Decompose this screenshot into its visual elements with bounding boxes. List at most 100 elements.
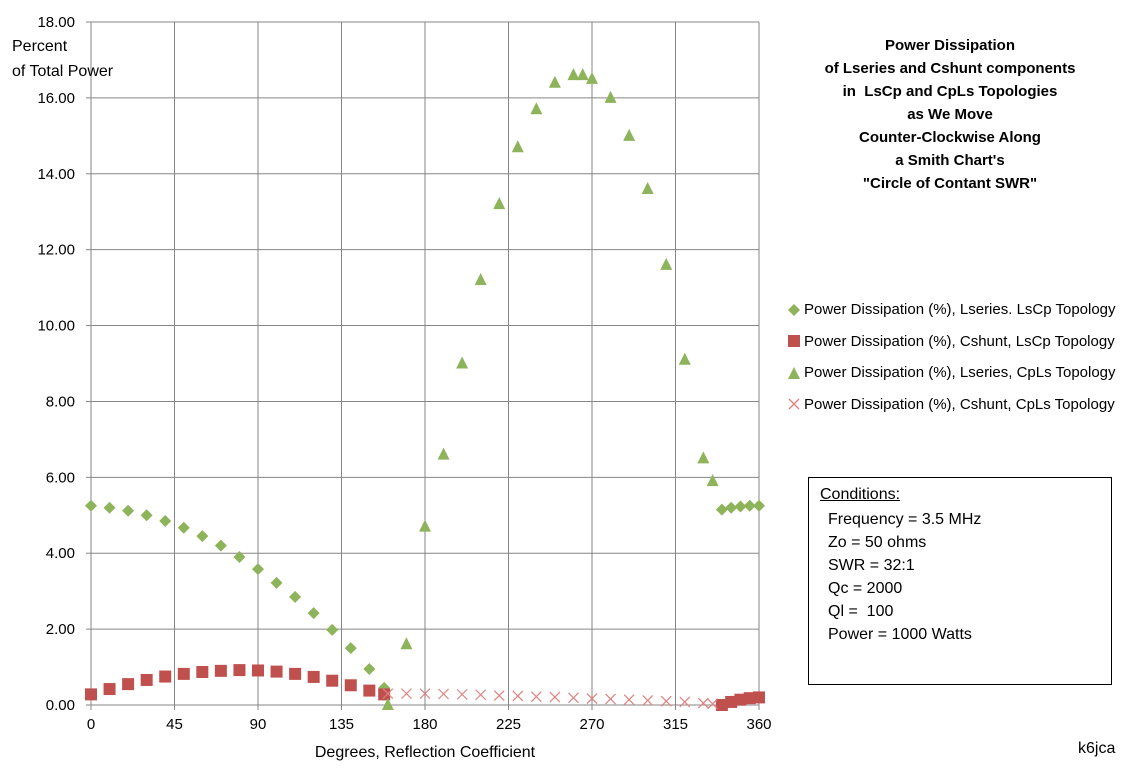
condition-swr: SWR = 32:1 xyxy=(828,557,915,574)
x-stroke xyxy=(475,689,487,701)
data-point-square xyxy=(233,664,246,677)
x-stroke xyxy=(419,688,431,700)
data-point-square xyxy=(715,699,728,711)
y-tick-label: 18.00 xyxy=(37,14,75,31)
x-tick-label: 135 xyxy=(329,716,354,733)
data-point-x xyxy=(679,696,691,708)
legend-entry-lseries-lscp: Power Dissipation (%), Lseries. LsCp Top… xyxy=(786,294,1136,326)
data-point-triangle xyxy=(400,637,413,650)
data-point-triangle xyxy=(548,75,561,88)
data-point-diamond xyxy=(214,539,227,552)
legend-label: Power Dissipation (%), Lseries. LsCp Top… xyxy=(804,301,1116,319)
legend-entry-cshunt-cpls: Power Dissipation (%), Cshunt, CpLs Topo… xyxy=(786,389,1136,421)
data-point-triangle xyxy=(706,474,719,487)
data-point-x xyxy=(660,695,672,707)
data-point-square xyxy=(725,695,738,708)
data-point-diamond xyxy=(252,563,264,576)
y-tick-label: 2.00 xyxy=(46,621,75,638)
x-stroke xyxy=(623,694,635,706)
x-tick-label: 360 xyxy=(746,716,771,733)
grid-lines xyxy=(86,21,760,710)
condition-power: Power = 1000 Watts xyxy=(828,626,972,643)
data-point-square xyxy=(103,683,116,696)
x-tick-label: 90 xyxy=(250,716,267,733)
x-stroke xyxy=(438,688,449,700)
data-point-diamond xyxy=(196,530,209,543)
y-tick-label: 4.00 xyxy=(46,545,75,562)
data-point-triangle xyxy=(493,197,506,210)
x-tick-label: 315 xyxy=(663,716,688,733)
data-point-x xyxy=(512,690,524,702)
data-point-diamond xyxy=(363,662,376,675)
data-point-diamond xyxy=(177,521,190,534)
data-point-x xyxy=(456,688,468,700)
data-point-diamond xyxy=(103,501,116,514)
legend-label: Power Dissipation (%), Lseries, CpLs Top… xyxy=(804,364,1116,382)
x-tick-label: 45 xyxy=(166,716,183,733)
data-point-square xyxy=(378,688,391,701)
series-triangle xyxy=(381,68,719,710)
author-watermark: k6jca xyxy=(1078,740,1116,757)
chart-title: Power Dissipation of Lseries and Cshunt … xyxy=(790,34,1110,195)
series-x xyxy=(382,688,719,710)
chart-title-line: of Lseries and Cshunt components xyxy=(824,60,1076,77)
x-axis-title: Degrees, Reflection Coefficient xyxy=(315,744,536,761)
chart-legend: Power Dissipation (%), Lseries. LsCp Top… xyxy=(786,294,1136,420)
data-point-square xyxy=(734,693,747,706)
x-stroke xyxy=(697,697,709,709)
data-point-x xyxy=(605,693,616,705)
data-point-triangle xyxy=(530,102,543,115)
x-stroke xyxy=(382,688,394,700)
y-tick-label: 6.00 xyxy=(46,469,75,486)
data-point-triangle xyxy=(474,273,487,286)
x-stroke xyxy=(586,693,598,704)
chart-title-line: a Smith Chart's xyxy=(895,152,1005,169)
data-point-triangle xyxy=(456,356,469,369)
data-point-diamond xyxy=(725,501,738,514)
data-point-triangle xyxy=(641,181,654,194)
y-tick-label: 10.00 xyxy=(37,318,75,335)
data-point-x xyxy=(568,692,579,704)
condition-frequency: Frequency = 3.5 MHz xyxy=(828,511,982,528)
data-point-diamond xyxy=(270,576,283,589)
x-tick-label: 180 xyxy=(412,716,437,733)
x-stroke xyxy=(660,695,672,707)
data-point-square xyxy=(270,665,283,678)
data-point-x xyxy=(623,694,635,706)
x-stroke xyxy=(568,692,579,704)
data-point-triangle xyxy=(678,352,691,365)
data-point-triangle xyxy=(586,71,598,84)
x-stroke xyxy=(456,688,468,700)
data-point-triangle xyxy=(604,90,617,103)
data-point-triangle xyxy=(576,68,589,81)
data-point-x xyxy=(642,695,654,706)
data-point-square xyxy=(177,667,190,680)
data-point-x xyxy=(438,688,449,700)
chart-title-line: in LsCp and CpLs Topologies xyxy=(842,83,1058,100)
data-point-x xyxy=(493,690,505,701)
data-point-diamond xyxy=(734,500,747,513)
data-point-square xyxy=(252,664,264,677)
tick-labels: 0 45 90 135 180 225 270 315 360 0.00 2.00 4.00 6.00 8… xyxy=(37,14,771,733)
data-point-x xyxy=(419,688,431,700)
data-point-square xyxy=(214,664,227,677)
data-series xyxy=(85,68,765,711)
data-point-diamond xyxy=(140,509,153,522)
diamond-marker-icon xyxy=(786,302,802,318)
legend-label: Power Dissipation (%), Cshunt, LsCp Topo… xyxy=(804,332,1115,350)
data-point-triangle xyxy=(623,128,636,141)
data-point-square xyxy=(85,688,97,701)
x-stroke xyxy=(512,690,524,702)
conditions-box: Conditions: Frequency = 3.5 MHz Zo = 50 … xyxy=(808,477,1112,685)
chart-title-line: Counter-Clockwise Along xyxy=(859,129,1041,146)
condition-ql: Ql = 100 xyxy=(828,603,894,620)
data-point-x xyxy=(549,691,561,703)
x-tick-label: 270 xyxy=(579,716,604,733)
x-stroke xyxy=(493,690,505,701)
y-tick-label: 16.00 xyxy=(37,90,75,107)
x-tick-label: 0 xyxy=(87,716,95,733)
data-point-triangle xyxy=(511,140,524,153)
data-point-diamond xyxy=(307,607,320,620)
data-point-triangle xyxy=(381,698,394,710)
conditions-title: Conditions: xyxy=(820,486,901,503)
